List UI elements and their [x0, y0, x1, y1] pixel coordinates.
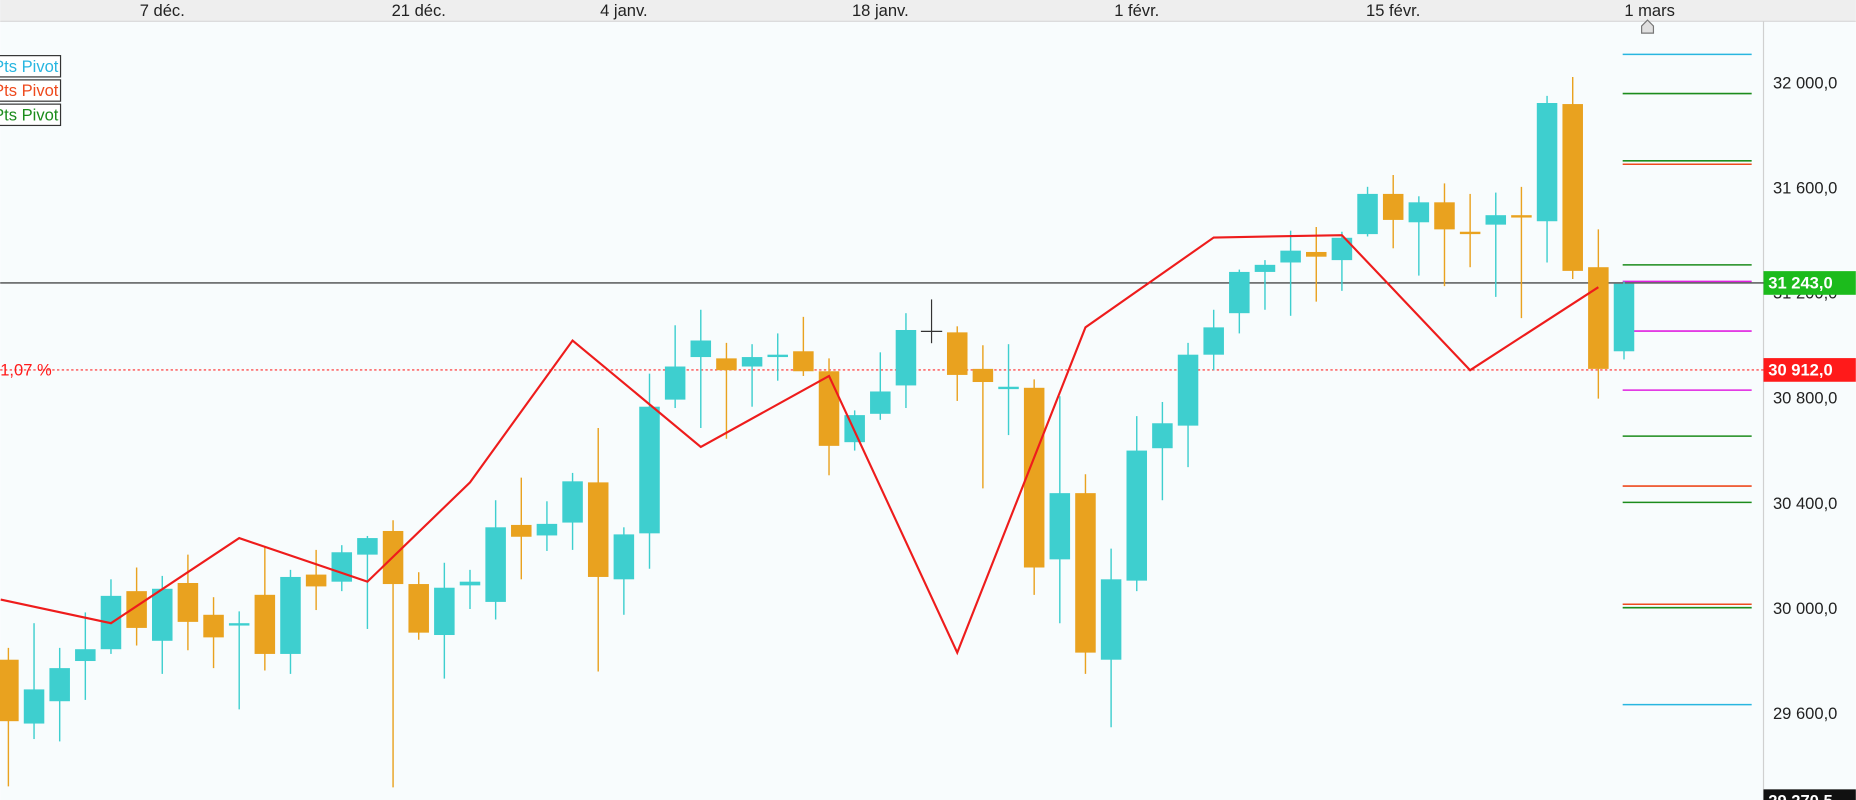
legend-label: Pts Pivot [0, 57, 59, 76]
x-tick-label: 4 janv. [600, 1, 648, 20]
candle-body [1511, 215, 1532, 218]
candle-body [562, 481, 583, 523]
crosshair-cursor [920, 299, 943, 344]
candle-body [228, 623, 250, 626]
candle-body [1306, 251, 1327, 257]
candle-body [152, 588, 173, 641]
candle-body [1049, 493, 1071, 560]
legend-box [0, 103, 62, 127]
candle-body [870, 391, 891, 414]
y-tick-label: 30 800,0 [1773, 389, 1837, 408]
candle-body [1382, 193, 1404, 220]
candle-body [587, 482, 609, 577]
candle-body [972, 368, 994, 383]
candle-body [1152, 423, 1173, 449]
price-label: 29 270,5 [1768, 792, 1832, 800]
price-label: 31 243,0 [1768, 274, 1832, 293]
candle-body [1203, 327, 1224, 355]
candle-body [716, 358, 737, 371]
candle-body [1254, 264, 1276, 272]
candle-body [1331, 237, 1353, 261]
candle-body [75, 649, 96, 662]
x-tick-label: 7 déc. [140, 1, 185, 20]
candle-body [1126, 450, 1148, 581]
candle-body [946, 332, 968, 375]
candle-body [1459, 231, 1481, 235]
x-tick-label: 1 mars [1624, 1, 1675, 20]
candle-body [536, 523, 558, 536]
candle-body [1357, 193, 1378, 235]
candle-body [1613, 283, 1635, 352]
y-tick-label: 30 400,0 [1773, 494, 1837, 513]
price-label-box [1763, 271, 1856, 295]
y-tick-label: 30 000,0 [1773, 599, 1837, 618]
home-icon[interactable] [1641, 19, 1655, 34]
candle-body [331, 552, 353, 582]
candle-body [177, 582, 199, 622]
legend-box [0, 55, 62, 78]
candle-body [767, 354, 788, 358]
price-label: 30 912,0 [1768, 360, 1832, 379]
candle-body [998, 386, 1019, 390]
x-tick-label: 15 févr. [1366, 1, 1420, 20]
y-tick-label: 29 600,0 [1773, 704, 1837, 723]
candle-body [690, 340, 712, 358]
candle-body [1588, 267, 1609, 369]
candle-body [1075, 493, 1096, 653]
candle-body [1100, 579, 1122, 660]
candle-body [1408, 202, 1430, 223]
candle-body [126, 591, 147, 628]
candle-body [357, 538, 378, 555]
candle-body [1023, 387, 1045, 568]
candle-body [0, 659, 19, 722]
candle-body [741, 357, 763, 367]
price-label-box [1763, 789, 1856, 800]
candle-body [1177, 354, 1199, 426]
candle-body [254, 594, 276, 654]
candle-body [1434, 202, 1455, 230]
candle-body [1536, 103, 1558, 222]
candle-body [305, 574, 327, 587]
candle-body [844, 415, 865, 443]
legend-label: Pts Pivot [0, 81, 59, 100]
x-tick-label: 21 déc. [392, 1, 446, 20]
legend-box [0, 79, 62, 102]
candle-body [639, 406, 660, 534]
price-annotation: 1,07 % [0, 360, 52, 379]
candles [0, 76, 1635, 788]
zigzag-line [0, 234, 1599, 656]
candle-body [1229, 271, 1250, 314]
candle-body [23, 689, 45, 724]
candle-body [434, 587, 455, 636]
y-tick-label: 32 000,0 [1773, 73, 1837, 92]
candle-body [793, 351, 814, 372]
candle-body [511, 524, 532, 537]
y-tick-label: 31 600,0 [1773, 179, 1837, 198]
candle-body [1485, 215, 1507, 225]
candle-body [1562, 104, 1583, 271]
candle-body [49, 668, 70, 702]
x-tick-label: 1 févr. [1114, 1, 1159, 20]
date-bar [0, 0, 1856, 22]
candle-body [895, 329, 917, 386]
candle-body [818, 371, 840, 446]
candle-body [280, 576, 301, 654]
candle-body [408, 584, 429, 633]
candle-body [203, 614, 224, 638]
x-tick-label: 18 janv. [852, 1, 909, 20]
candle-body [613, 534, 635, 580]
candle-body [664, 366, 686, 400]
candle-body [459, 581, 481, 586]
pivot-levels [1622, 53, 1752, 706]
price-label-box [1763, 358, 1856, 382]
candle-body [485, 527, 506, 602]
legend-label: Pts Pivot [0, 105, 59, 124]
candle-body [1280, 250, 1301, 263]
